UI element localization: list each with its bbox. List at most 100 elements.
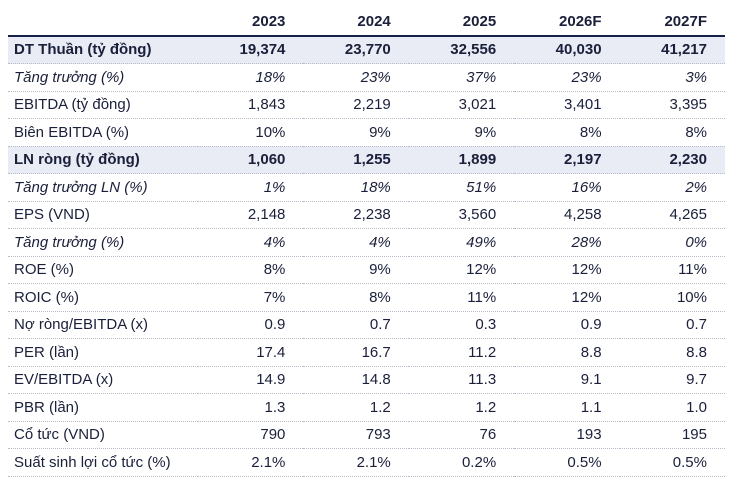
cell-value-2023: 7%: [198, 283, 304, 312]
cell-value-2023: 790: [198, 421, 304, 449]
cell-value-2027f: 11%: [619, 256, 725, 284]
cell-value-2027f: 195: [619, 421, 725, 449]
cell-value-2026f: 12%: [514, 283, 620, 312]
cell-value-2024: 4%: [303, 228, 409, 257]
row-label: PER (lần): [8, 338, 198, 367]
cell-value-2023: 10%: [198, 118, 304, 147]
cell-value-2025: 0.2%: [408, 448, 515, 477]
cell-value-2027f: 8%: [619, 118, 725, 147]
header-year-2023: 2023: [198, 8, 304, 37]
cell-value-2024: 23,770: [303, 35, 409, 64]
cell-value-2023: 14.9: [198, 366, 304, 394]
table-row: DT Thuần (tỷ đồng) 19,374 23,770 32,556 40,0…: [8, 35, 725, 64]
cell-value-2026f: 16%: [514, 173, 620, 202]
cell-value-2027f: 3,395: [619, 91, 725, 119]
table-row: Nợ ròng/EBITDA (x) 0.9 0.7 0.3 0.9 0.7: [8, 311, 725, 339]
cell-value-2026f: 0.5%: [514, 448, 620, 477]
cell-value-2025: 12%: [408, 256, 515, 284]
cell-value-2027f: 2,230: [619, 146, 725, 174]
cell-value-2025: 49%: [408, 228, 515, 257]
cell-value-2027f: 8.8: [619, 338, 725, 367]
cell-value-2025: 9%: [408, 118, 515, 147]
cell-value-2024: 1.2: [303, 393, 409, 422]
cell-value-2026f: 3,401: [514, 91, 620, 119]
cell-value-2025: 11%: [408, 283, 515, 312]
row-label: PBR (lần): [8, 393, 198, 422]
cell-value-2023: 2.1%: [198, 448, 304, 477]
row-label: ROE (%): [8, 256, 198, 284]
row-label: Tăng trưởng (%): [8, 63, 198, 92]
cell-value-2027f: 0%: [619, 228, 725, 257]
cell-value-2023: 2,148: [198, 201, 304, 229]
cell-value-2027f: 9.7: [619, 366, 725, 394]
header-year-2027f: 2027F: [619, 8, 725, 37]
table-row: PBR (lần) 1.3 1.2 1.2 1.1 1.0: [8, 393, 725, 422]
cell-value-2027f: 2%: [619, 173, 725, 202]
cell-value-2026f: 12%: [514, 256, 620, 284]
table-row: Tăng trưởng (%) 4% 4% 49% 28% 0%: [8, 228, 725, 257]
cell-value-2027f: 1.0: [619, 393, 725, 422]
row-label: EPS (VND): [8, 201, 198, 229]
row-label: DT Thuần (tỷ đồng): [8, 35, 198, 64]
table-row: ROE (%) 8% 9% 12% 12% 11%: [8, 256, 725, 284]
cell-value-2023: 1,060: [198, 146, 304, 174]
cell-value-2026f: 4,258: [514, 201, 620, 229]
cell-value-2025: 0.3: [408, 311, 515, 339]
cell-value-2027f: 4,265: [619, 201, 725, 229]
cell-value-2025: 1.2: [408, 393, 515, 422]
cell-value-2023: 4%: [198, 228, 304, 257]
cell-value-2026f: 0.9: [514, 311, 620, 339]
cell-value-2024: 2,238: [303, 201, 409, 229]
cell-value-2025: 11.2: [408, 338, 515, 367]
cell-value-2023: 0.9: [198, 311, 304, 339]
row-label: Tăng trưởng LN (%): [8, 173, 198, 202]
cell-value-2027f: 10%: [619, 283, 725, 312]
cell-value-2025: 11.3: [408, 366, 515, 394]
table-row: Biên EBITDA (%) 10% 9% 9% 8% 8%: [8, 118, 725, 147]
table-row: Tăng trưởng LN (%) 1% 18% 51% 16% 2%: [8, 173, 725, 202]
cell-value-2027f: 3%: [619, 63, 725, 92]
row-label: Suất sinh lợi cổ tức (%): [8, 448, 198, 477]
cell-value-2024: 8%: [303, 283, 409, 312]
header-label-cell: [8, 8, 198, 37]
cell-value-2024: 2,219: [303, 91, 409, 119]
row-label: Biên EBITDA (%): [8, 118, 198, 147]
cell-value-2023: 1.3: [198, 393, 304, 422]
table-row: LN ròng (tỷ đồng) 1,060 1,255 1,899 2,197 2,2…: [8, 146, 725, 174]
cell-value-2025: 76: [408, 421, 515, 449]
table-header: 2023 2024 2025 2026F 2027F: [8, 8, 725, 37]
financial-forecast-table-container: 2023 2024 2025 2026F 2027F DT Thuần (tỷ …: [8, 8, 725, 477]
cell-value-2026f: 193: [514, 421, 620, 449]
cell-value-2026f: 8.8: [514, 338, 620, 367]
row-label: Tăng trưởng (%): [8, 228, 198, 257]
cell-value-2023: 8%: [198, 256, 304, 284]
cell-value-2025: 3,560: [408, 201, 515, 229]
cell-value-2024: 16.7: [303, 338, 409, 367]
cell-value-2027f: 0.5%: [619, 448, 725, 477]
cell-value-2025: 37%: [408, 63, 515, 92]
cell-value-2024: 1,255: [303, 146, 409, 174]
row-label: EV/EBITDA (x): [8, 366, 198, 394]
cell-value-2026f: 8%: [514, 118, 620, 147]
cell-value-2023: 19,374: [198, 35, 304, 64]
table-row: Cổ tức (VND) 790 793 76 193 195: [8, 421, 725, 449]
cell-value-2024: 9%: [303, 118, 409, 147]
table-row: PER (lần) 17.4 16.7 11.2 8.8 8.8: [8, 338, 725, 367]
cell-value-2023: 17.4: [198, 338, 304, 367]
row-label: EBITDA (tỷ đồng): [8, 91, 198, 119]
table-row: Tăng trưởng (%) 18% 23% 37% 23% 3%: [8, 63, 725, 92]
row-label: Cổ tức (VND): [8, 421, 198, 449]
cell-value-2023: 1%: [198, 173, 304, 202]
cell-value-2025: 51%: [408, 173, 515, 202]
table-row: EV/EBITDA (x) 14.9 14.8 11.3 9.1 9.7: [8, 366, 725, 394]
table-row: Suất sinh lợi cổ tức (%) 2.1% 2.1% 0.2% 0.5%…: [8, 448, 725, 477]
cell-value-2024: 23%: [303, 63, 409, 92]
cell-value-2025: 3,021: [408, 91, 515, 119]
table-row: ROIC (%) 7% 8% 11% 12% 10%: [8, 283, 725, 312]
header-row: 2023 2024 2025 2026F 2027F: [8, 8, 725, 37]
row-label: ROIC (%): [8, 283, 198, 312]
cell-value-2024: 793: [303, 421, 409, 449]
cell-value-2024: 18%: [303, 173, 409, 202]
cell-value-2024: 2.1%: [303, 448, 409, 477]
cell-value-2023: 18%: [198, 63, 304, 92]
